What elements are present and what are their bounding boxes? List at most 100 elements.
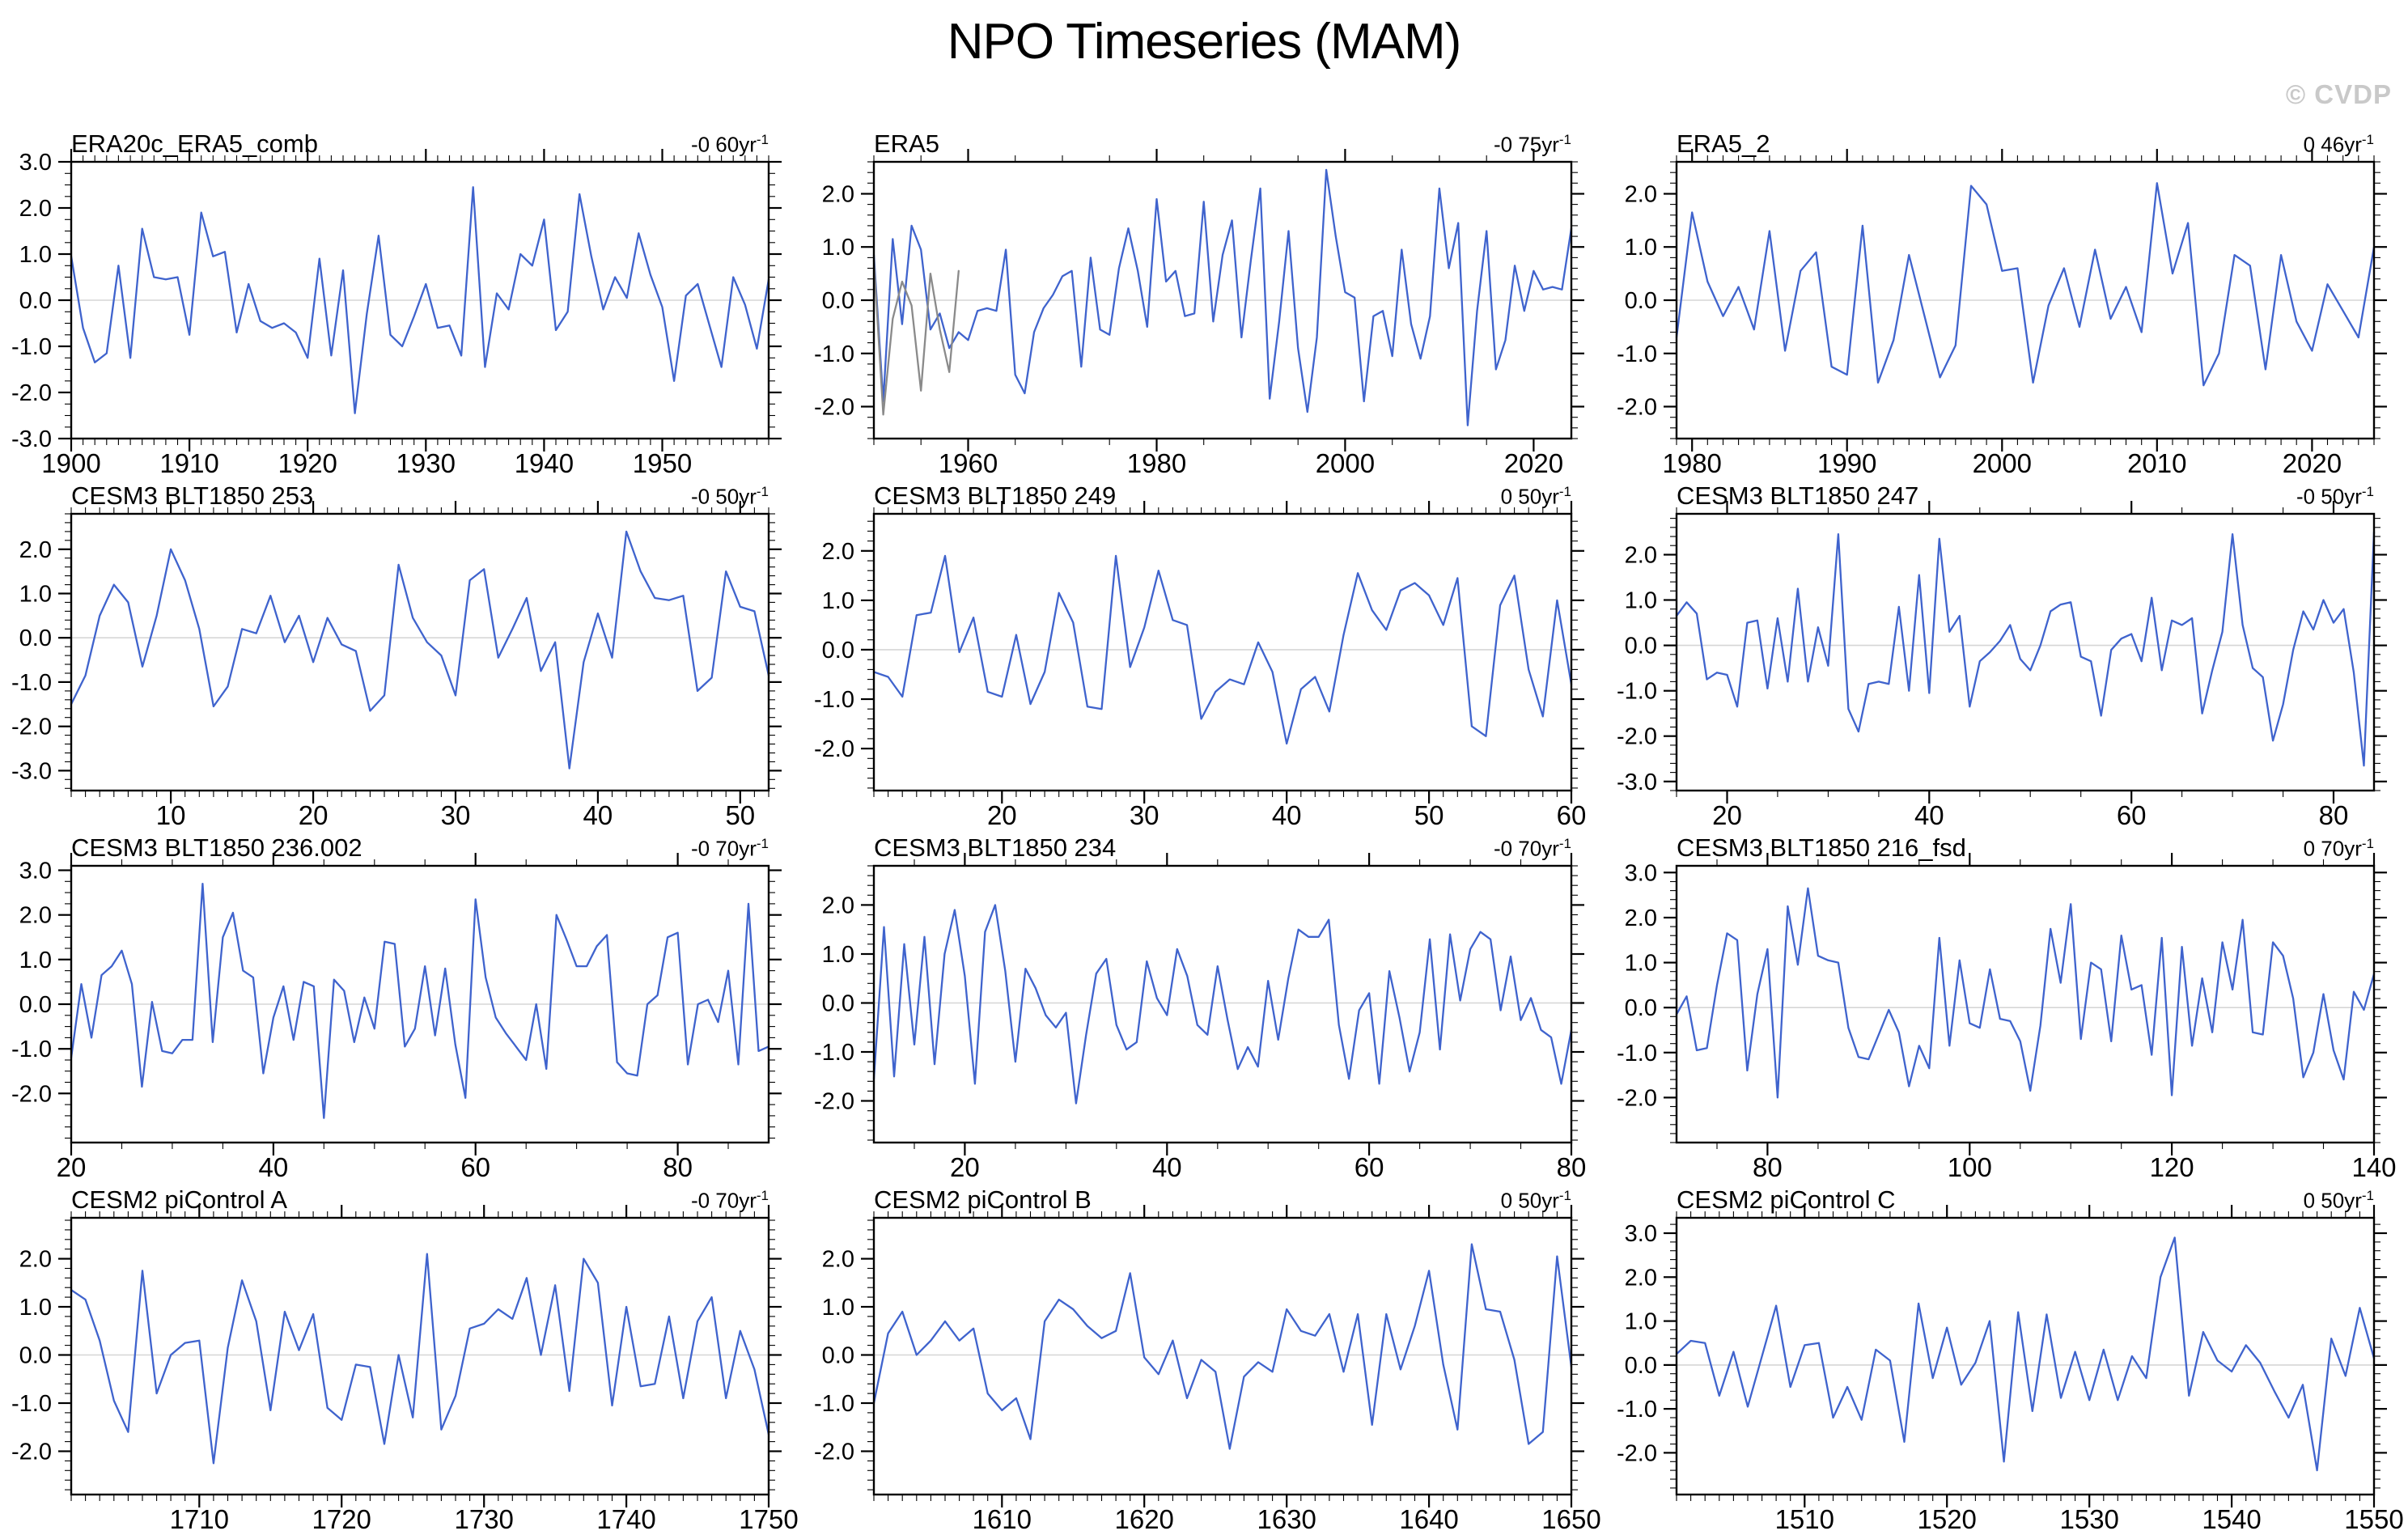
x-tick-label: 50 — [1414, 800, 1444, 827]
y-tick-label: 1.0 — [1625, 235, 1657, 261]
x-tick-label: 1940 — [515, 448, 574, 475]
x-tick-label: 20 — [950, 1152, 980, 1179]
x-tick-label: 1750 — [739, 1504, 798, 1531]
timeseries-plot: 1900 1910 1920 1930 1940 1950 3.0 2.0 1.0 0.0 -1.0… — [11, 149, 782, 475]
plot-frame — [1675, 1216, 2376, 1496]
y-tick-label: -1.0 — [11, 1037, 52, 1062]
timeseries-panel-1: ERA20c_ERA5_comb -0 60yr-1 1900 1910 1920 1… — [0, 123, 803, 475]
panel-grid: ERA20c_ERA5_comb -0 60yr-1 1900 1910 1920 1… — [0, 123, 2408, 1531]
x-tick-label: 60 — [2117, 800, 2147, 827]
page-header: NPO Timeseries (MAM) © CVDP — [0, 0, 2408, 123]
x-tick-label: 1550 — [2344, 1504, 2403, 1531]
timeseries-plot: 1610 1620 1630 1640 1650 2.0 1.0 0.0 -1.0 -2.0 — [814, 1205, 1601, 1531]
plot-frame — [70, 512, 770, 792]
y-tick-label: -1.0 — [814, 341, 854, 367]
x-tick-label: 20 — [57, 1152, 87, 1179]
npo-index-line — [1675, 887, 2376, 1099]
x-tick-label: 1710 — [170, 1504, 229, 1531]
x-tick-label: 2010 — [2127, 448, 2186, 475]
x-tick-label: 1910 — [159, 448, 218, 475]
y-tick-label: -2.0 — [814, 395, 854, 421]
y-tick-label: -1.0 — [11, 1391, 52, 1417]
y-tick-label: -1.0 — [11, 334, 52, 360]
y-tick-label: 0.0 — [1625, 995, 1657, 1021]
y-tick-label: -2.0 — [1617, 1085, 1657, 1111]
x-tick-label: 100 — [1948, 1152, 1992, 1179]
plot-frame — [70, 864, 770, 1144]
y-tick-label: -2.0 — [1617, 724, 1657, 750]
y-tick-label: 2.0 — [822, 1247, 854, 1273]
cvdp-watermark: © CVDP — [2285, 79, 2392, 109]
x-tick-label: 1990 — [1817, 448, 1876, 475]
npo-index-line — [1675, 531, 2376, 767]
x-tick-label: 1650 — [1541, 1504, 1600, 1531]
y-tick-label: -3.0 — [1617, 770, 1657, 795]
y-tick-label: -2.0 — [11, 380, 52, 406]
x-tick-label: 1720 — [312, 1504, 371, 1531]
y-tick-label: 1.0 — [19, 948, 52, 973]
x-tick-label: 30 — [1130, 800, 1159, 827]
y-tick-label: -2.0 — [1617, 395, 1657, 421]
x-tick-label: 80 — [1557, 1152, 1587, 1179]
y-tick-label: 3.0 — [1625, 860, 1657, 886]
x-tick-label: 120 — [2150, 1152, 2194, 1179]
plot-frame — [1675, 512, 2376, 792]
y-tick-label: -1.0 — [1617, 341, 1657, 367]
timeseries-plot: 1960 1980 2000 2020 2.0 1.0 0.0 -1.0 -2.0 — [814, 149, 1584, 475]
timeseries-plot: 1980 1990 2000 2010 2020 2.0 1.0 0.0 -1.0 -2.0 — [1617, 149, 2387, 475]
x-tick-label: 1540 — [2202, 1504, 2261, 1531]
x-tick-label: 140 — [2351, 1152, 2396, 1179]
y-tick-label: 0.0 — [19, 288, 52, 314]
x-tick-label: 2020 — [1504, 448, 1563, 475]
plot-frame — [1675, 864, 2376, 1144]
y-tick-label: 2.0 — [822, 893, 854, 918]
y-tick-label: 1.0 — [1625, 951, 1657, 977]
x-tick-label: 80 — [1753, 1152, 1783, 1179]
page-title: NPO Timeseries (MAM) — [947, 14, 1461, 70]
x-tick-label: 60 — [1354, 1152, 1384, 1179]
y-tick-label: 1.0 — [822, 588, 854, 614]
y-tick-label: 2.0 — [1625, 182, 1657, 208]
timeseries-plot: 20 30 40 50 60 2.0 1.0 0.0 -1.0 -2.0 — [814, 501, 1587, 827]
y-tick-label: -2.0 — [11, 1081, 52, 1107]
x-tick-label: 1980 — [1662, 448, 1721, 475]
x-tick-label: 40 — [1272, 800, 1302, 827]
timeseries-plot: 20 40 60 80 2.0 1.0 0.0 -1.0 -2.0 — [814, 853, 1587, 1179]
y-tick-label: -2.0 — [814, 1440, 854, 1465]
x-tick-label: 2000 — [1973, 448, 2032, 475]
x-tick-label: 80 — [663, 1152, 693, 1179]
x-tick-label: 30 — [441, 800, 471, 827]
npo-index-line — [70, 1253, 770, 1465]
plot-frame — [872, 864, 1573, 1144]
x-tick-label: 80 — [2319, 800, 2349, 827]
y-tick-label: -2.0 — [814, 736, 854, 762]
x-tick-label: 60 — [1557, 800, 1587, 827]
y-tick-label: 3.0 — [19, 150, 52, 176]
y-tick-label: -3.0 — [11, 426, 52, 452]
y-tick-label: -1.0 — [1617, 679, 1657, 705]
x-tick-label: 1980 — [1127, 448, 1186, 475]
x-tick-label: 1630 — [1257, 1504, 1316, 1531]
npo-index-line — [70, 882, 770, 1119]
y-tick-label: -1.0 — [1617, 1397, 1657, 1423]
timeseries-plot: 20 40 60 80 3.0 2.0 1.0 0.0 -1.0 -2.0 — [11, 853, 782, 1179]
y-tick-label: -1.0 — [11, 670, 52, 696]
y-tick-label: 2.0 — [19, 903, 52, 929]
x-tick-label: 50 — [725, 800, 755, 827]
y-tick-label: 0.0 — [1625, 1353, 1657, 1379]
y-tick-label: 2.0 — [822, 182, 854, 208]
npo-index-line — [70, 186, 770, 414]
x-tick-label: 40 — [1914, 800, 1944, 827]
x-tick-label: 1900 — [41, 448, 100, 475]
npo-index-line — [872, 904, 1573, 1105]
plot-frame — [872, 1216, 1573, 1496]
x-tick-label: 1510 — [1775, 1504, 1834, 1531]
y-tick-label: -3.0 — [11, 758, 52, 784]
x-tick-label: 1530 — [2059, 1504, 2118, 1531]
plot-frame — [70, 160, 770, 440]
y-tick-label: 2.0 — [19, 196, 52, 222]
y-tick-label: -2.0 — [11, 714, 52, 740]
x-tick-label: 1950 — [633, 448, 692, 475]
x-tick-label: 2000 — [1316, 448, 1375, 475]
npo-index-line — [872, 1243, 1573, 1450]
